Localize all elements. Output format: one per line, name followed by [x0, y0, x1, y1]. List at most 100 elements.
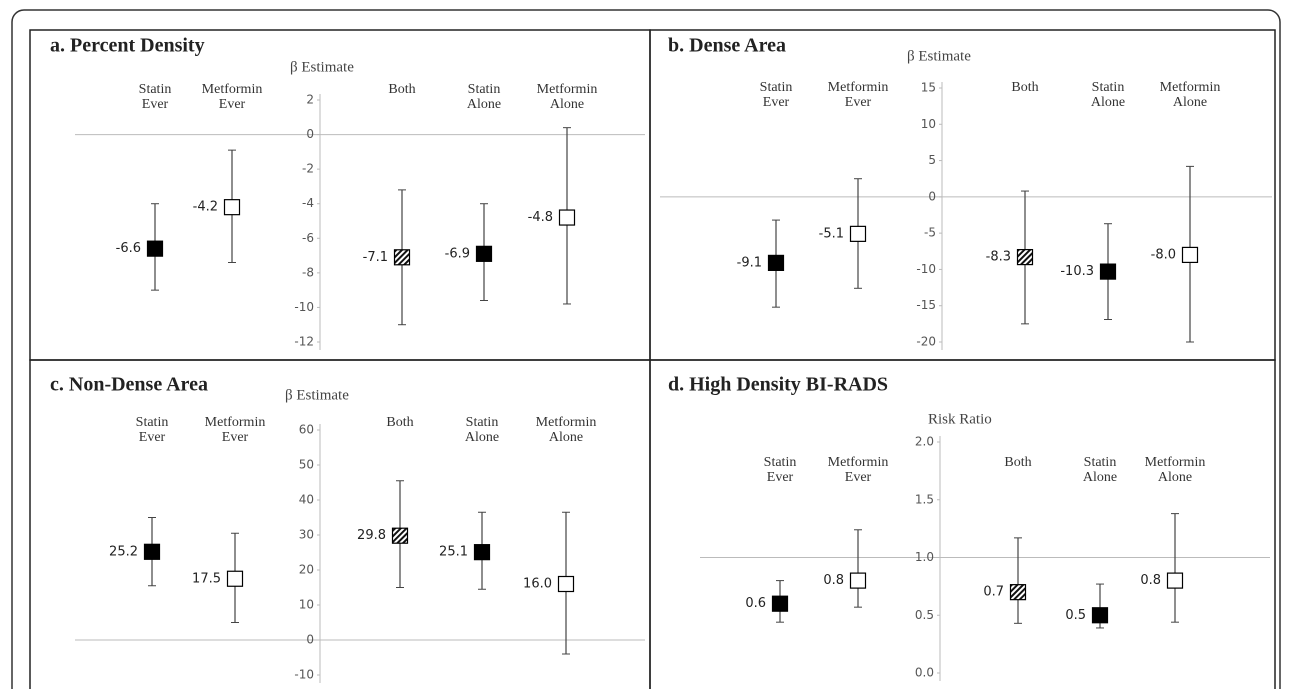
y-tick-label: 20	[299, 563, 314, 577]
y-tick-label: 40	[299, 493, 314, 507]
point-marker	[143, 543, 161, 560]
category-label: Statin Ever	[138, 82, 172, 112]
point-marker	[146, 240, 164, 257]
point-marker	[1166, 572, 1184, 589]
value-label: 25.1	[439, 545, 468, 560]
y-tick-label: 2	[306, 93, 314, 107]
category-label: Statin Alone	[464, 415, 500, 445]
y-tick-label: -12	[294, 335, 314, 349]
y-tick-label: 0.5	[915, 608, 934, 622]
y-tick-label: -10	[294, 668, 314, 682]
axis-title: Risk Ratio	[928, 411, 992, 427]
outer-border	[11, 9, 1281, 689]
value-label: 16.0	[523, 577, 552, 592]
point-marker	[1181, 246, 1199, 264]
point-marker	[558, 209, 576, 226]
value-label: -9.1	[737, 255, 762, 270]
point-marker	[473, 544, 491, 561]
y-tick-label: 5	[928, 153, 936, 167]
category-label: Both	[1011, 80, 1039, 95]
y-tick-label: -15	[916, 298, 936, 312]
value-label: -6.6	[116, 241, 141, 256]
category-label: Metformin Alone	[1159, 80, 1221, 110]
category-label: Both	[1004, 455, 1032, 470]
value-label: -10.3	[1060, 264, 1094, 279]
category-label: Metformin Ever	[204, 415, 266, 445]
panel-title: b. Dense Area	[668, 35, 786, 57]
panel-border	[29, 29, 651, 361]
y-tick-label: -10	[294, 300, 314, 314]
point-marker	[1099, 263, 1117, 280]
panel-title: a. Percent Density	[50, 35, 205, 57]
category-label: Statin Ever	[135, 415, 169, 445]
y-tick-label: -2	[302, 162, 314, 176]
category-label: Statin Alone	[1082, 455, 1118, 485]
category-label: Both	[388, 82, 416, 97]
y-tick-label: 50	[299, 458, 314, 472]
category-label: Metformin Ever	[827, 80, 889, 110]
category-label: Metformin Ever	[201, 82, 263, 112]
point-marker	[557, 575, 575, 593]
value-label: -8.0	[1151, 247, 1176, 262]
value-label: 0.8	[1140, 573, 1161, 588]
y-tick-label: -20	[916, 335, 936, 349]
y-tick-label: 0.0	[915, 666, 934, 680]
value-label: -5.1	[819, 226, 844, 241]
point-marker	[767, 254, 785, 271]
point-marker	[1091, 607, 1109, 624]
axis-title: β Estimate	[907, 48, 971, 64]
point-marker	[1009, 584, 1027, 601]
value-label: -4.2	[193, 200, 218, 215]
point-marker	[1016, 248, 1034, 266]
value-label: 0.8	[823, 573, 844, 588]
point-marker	[849, 225, 867, 242]
value-label: -4.8	[528, 210, 553, 225]
y-tick-label: -8	[302, 265, 314, 279]
point-marker	[391, 527, 409, 544]
category-label: Metformin Alone	[536, 82, 598, 112]
value-label: 0.5	[1065, 608, 1086, 623]
y-tick-label: 1.0	[915, 550, 934, 564]
y-tick-label: 0	[306, 633, 314, 647]
category-label: Both	[386, 415, 414, 430]
value-label: 0.7	[983, 585, 1004, 600]
point-marker	[771, 595, 789, 612]
value-label: -8.3	[986, 250, 1011, 265]
y-tick-label: -5	[924, 226, 936, 240]
value-label: -6.9	[445, 246, 470, 261]
y-tick-label: 10	[299, 598, 314, 612]
panel-title: c. Non-Dense Area	[50, 374, 208, 396]
value-label: -7.1	[363, 250, 388, 265]
category-label: Metformin Alone	[1144, 455, 1206, 485]
y-tick-label: 15	[921, 81, 936, 95]
panel-border	[649, 359, 1276, 689]
y-tick-label: 60	[299, 423, 314, 437]
category-label: Statin Ever	[763, 455, 797, 485]
category-label: Statin Ever	[759, 80, 793, 110]
category-label: Statin Alone	[466, 82, 502, 112]
y-tick-label: -4	[302, 196, 314, 210]
point-marker	[223, 199, 241, 216]
y-tick-label: -6	[302, 231, 314, 245]
y-tick-label: 30	[299, 528, 314, 542]
value-label: 29.8	[357, 528, 386, 543]
category-label: Metformin Ever	[827, 455, 889, 485]
y-tick-label: 0	[306, 127, 314, 141]
axis-title: β Estimate	[290, 59, 354, 75]
point-marker	[475, 245, 493, 262]
y-tick-label: 2.0	[915, 435, 934, 449]
category-label: Metformin Alone	[535, 415, 597, 445]
y-tick-label: 10	[921, 117, 936, 131]
y-tick-label: 1.5	[915, 492, 934, 506]
value-label: 25.2	[109, 544, 138, 559]
y-tick-label: -10	[916, 262, 936, 276]
category-label: Statin Alone	[1090, 80, 1126, 110]
point-marker	[849, 572, 867, 589]
panel-title: d. High Density BI-RADS	[668, 374, 888, 396]
y-tick-label: 0	[928, 189, 936, 203]
axis-title: β Estimate	[285, 387, 349, 403]
value-label: 0.6	[745, 596, 766, 611]
point-marker	[226, 570, 244, 587]
